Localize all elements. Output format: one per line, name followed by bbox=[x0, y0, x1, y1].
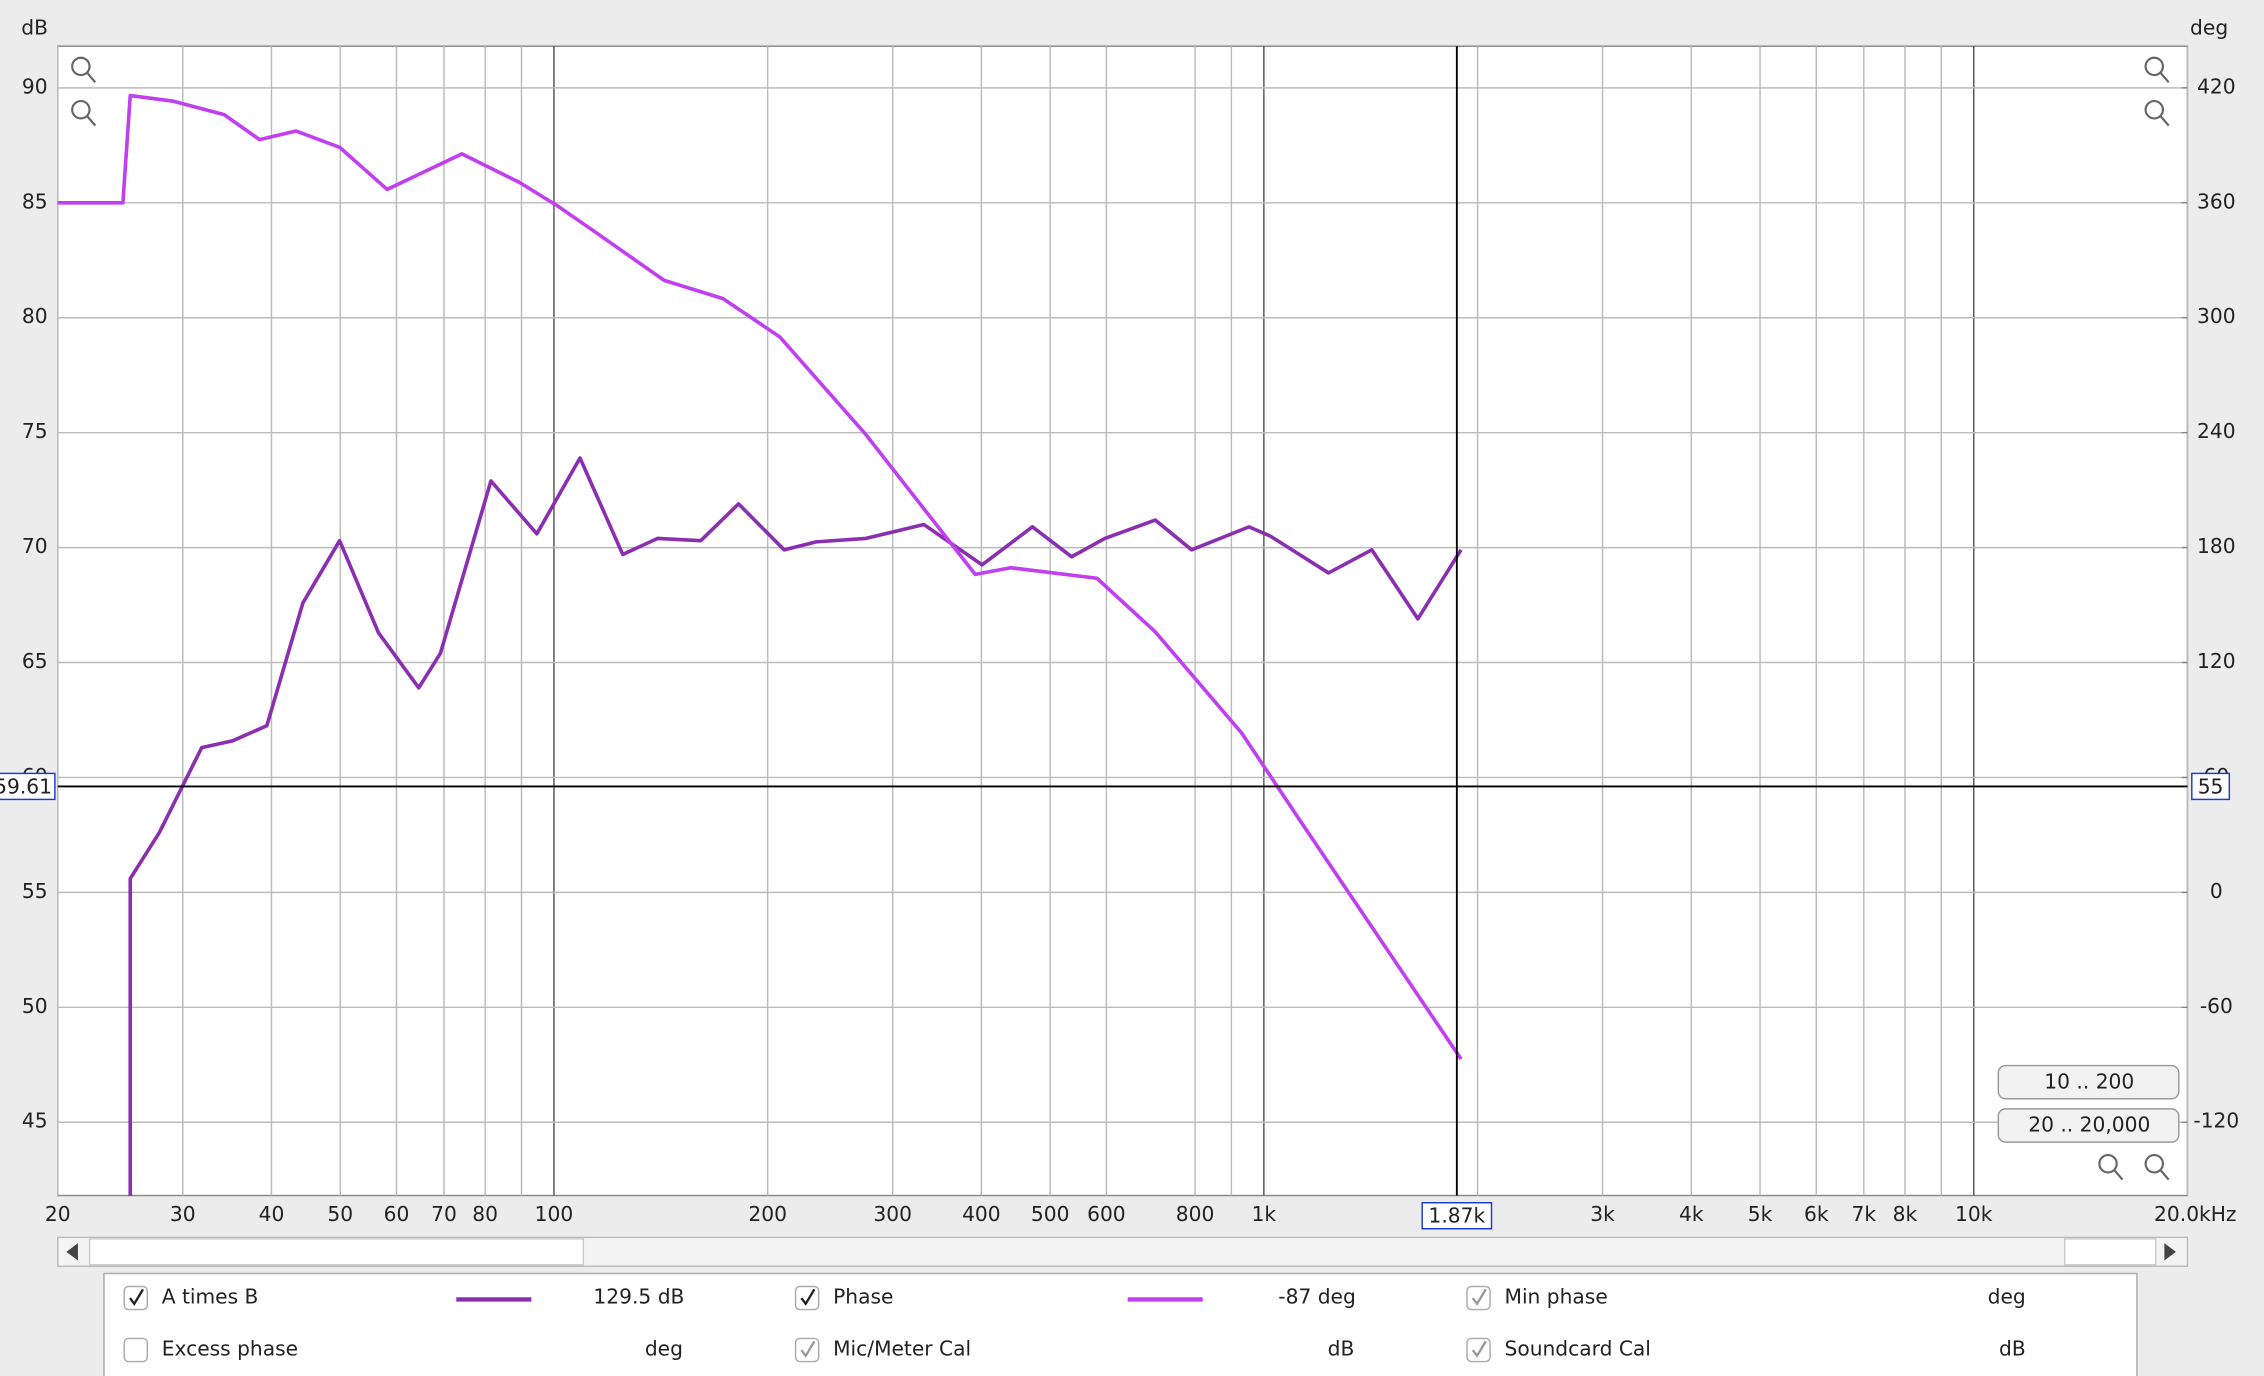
series-line bbox=[128, 456, 1463, 1196]
y2-tick-label: -120 bbox=[2193, 1109, 2239, 1133]
range-button-label[interactable]: 10 .. 200 bbox=[2044, 1069, 2134, 1093]
legend-label: Min phase bbox=[1505, 1285, 1608, 1309]
legend-readout: -87 deg bbox=[1278, 1285, 1356, 1309]
x-tick-label: 20.0kHz bbox=[2154, 1202, 2236, 1226]
x-tick-label: 600 bbox=[1087, 1202, 1126, 1226]
y-tick-label: 70 bbox=[22, 534, 48, 558]
legend-unit: deg bbox=[645, 1337, 683, 1361]
cursor-y2-box bbox=[2191, 772, 2231, 801]
series-line bbox=[57, 93, 1463, 1061]
x-tick-label: 30 bbox=[170, 1202, 196, 1226]
checkbox[interactable] bbox=[123, 1337, 149, 1363]
x-tick-label: 800 bbox=[1176, 1202, 1215, 1226]
y-tick-label: 65 bbox=[22, 649, 48, 673]
legend-label: Mic/Meter Cal bbox=[833, 1337, 971, 1361]
legend-readout: 129.5 dB bbox=[593, 1285, 684, 1309]
x-tick-label: 3k bbox=[1590, 1202, 1615, 1226]
y-axis-label: dB bbox=[21, 15, 48, 39]
y2-axis-label: deg bbox=[2190, 15, 2228, 39]
y-tick-label: 80 bbox=[22, 304, 48, 328]
legend: A times B 129.5 dB Phase -87 deg Min phase de… bbox=[123, 1285, 2026, 1363]
x-tick-label: 20 bbox=[45, 1202, 71, 1226]
range-button-label[interactable]: 20 .. 20,000 bbox=[2028, 1113, 2150, 1137]
y-tick-label: 50 bbox=[22, 994, 48, 1018]
x-tick-label: 10k bbox=[1955, 1202, 1993, 1226]
x-tick-label: 60 bbox=[384, 1202, 410, 1226]
y2-tick-label: 180 bbox=[2197, 534, 2236, 558]
x-tick-label: 400 bbox=[962, 1202, 1001, 1226]
cursor-y-label: 59.61 bbox=[0, 774, 52, 798]
checkmark bbox=[800, 1340, 816, 1358]
cursor-x-box bbox=[1421, 1202, 1493, 1230]
y2-tick-label: 420 bbox=[2197, 74, 2236, 98]
x-tick-label: 5k bbox=[1748, 1202, 1773, 1226]
checkmark bbox=[800, 1288, 816, 1306]
y2-tick-label: -60 bbox=[2200, 994, 2233, 1018]
marks: 59.61 55 1.87k 10 .. 200 20 .. 20,000 bbox=[0, 46, 2231, 1230]
y2-tick-label: 120 bbox=[2197, 649, 2236, 673]
legend-unit: dB bbox=[1328, 1337, 1355, 1361]
x-tick-label: 4k bbox=[1679, 1202, 1704, 1226]
legend-unit: deg bbox=[1988, 1285, 2026, 1309]
legend-box bbox=[103, 1272, 2138, 1376]
plot-area bbox=[57, 45, 2189, 1197]
legend-label: Phase bbox=[833, 1285, 893, 1309]
checkmark bbox=[1471, 1288, 1487, 1306]
legend-label: Soundcard Cal bbox=[1505, 1337, 1651, 1361]
x-tick-label: 300 bbox=[873, 1202, 912, 1226]
x-tick-label: 7k bbox=[1852, 1202, 1877, 1226]
y-tick-label: 45 bbox=[22, 1109, 48, 1133]
x-tick-label: 1k bbox=[1252, 1202, 1277, 1226]
checkmark bbox=[129, 1288, 144, 1306]
x-tick-label: 200 bbox=[748, 1202, 787, 1226]
y-tick-label: 75 bbox=[22, 419, 48, 443]
legend-label: A times B bbox=[162, 1285, 259, 1309]
y2-tick-label: 300 bbox=[2197, 304, 2236, 328]
scrollbar[interactable] bbox=[57, 1236, 2189, 1267]
x-tick-label: 500 bbox=[1031, 1202, 1070, 1226]
legend-unit: dB bbox=[1999, 1337, 2026, 1361]
legend-label: Excess phase bbox=[162, 1337, 298, 1361]
x-tick-label: 6k bbox=[1804, 1202, 1829, 1226]
y2-tick-label: 240 bbox=[2197, 419, 2236, 443]
checkmark bbox=[1471, 1340, 1487, 1358]
y-tick-label: 55 bbox=[22, 879, 48, 903]
x-tick-label: 80 bbox=[472, 1202, 498, 1226]
y-tick-label: 90 bbox=[22, 74, 48, 98]
x-tick-label: 8k bbox=[1893, 1202, 1918, 1226]
x-tick-label: 70 bbox=[431, 1202, 457, 1226]
x-tick-label: 50 bbox=[327, 1202, 353, 1226]
range-button[interactable] bbox=[1997, 1108, 2180, 1143]
range-button[interactable] bbox=[1997, 1064, 2180, 1100]
x-tick-label: 100 bbox=[535, 1202, 574, 1226]
zoom-icons[interactable] bbox=[71, 56, 2170, 1181]
y2-tick-label: 360 bbox=[2197, 189, 2236, 213]
cursor-x-label: 1.87k bbox=[1428, 1204, 1485, 1228]
y2-tick-label: 0 bbox=[2210, 879, 2223, 903]
cursor-y2-label: 55 bbox=[2198, 774, 2224, 798]
x-tick-label: 40 bbox=[259, 1202, 285, 1226]
cursor-y-box bbox=[0, 772, 56, 801]
y-tick-label: 85 bbox=[22, 189, 48, 213]
